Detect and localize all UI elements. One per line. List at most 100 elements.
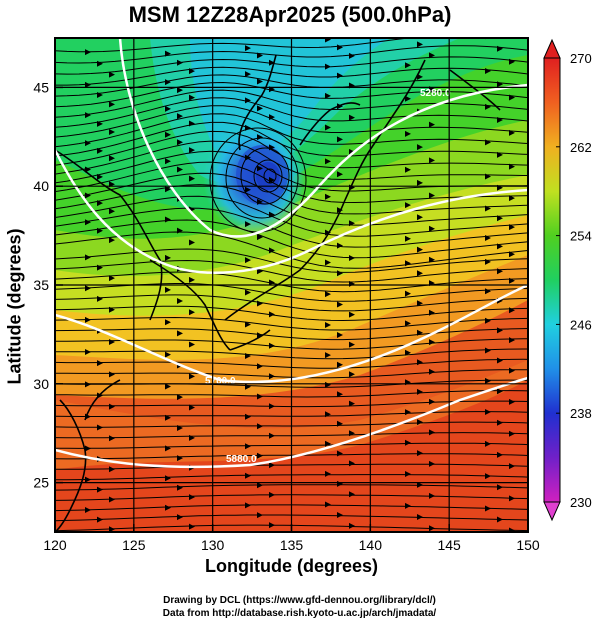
credit-data: Data from http://database.rish.kyoto-u.a… xyxy=(162,608,437,619)
streamline-arrow xyxy=(245,472,251,479)
streamline-arrow xyxy=(325,352,331,359)
streamline xyxy=(55,432,528,439)
streamline-arrow xyxy=(337,420,343,427)
streamline-arrow xyxy=(509,129,515,136)
streamline-arrow xyxy=(325,229,331,236)
streamline-arrow xyxy=(245,71,251,78)
streamline-arrow xyxy=(405,166,411,173)
streamline-arrow xyxy=(485,377,491,384)
streamline-arrow xyxy=(485,205,491,212)
streamline-arrow xyxy=(349,114,355,121)
x-tick-label: 150 xyxy=(516,537,540,553)
streamline-arrow xyxy=(485,473,491,480)
streamline-arrow xyxy=(165,105,171,112)
streamline-arrow xyxy=(189,276,195,283)
streamline xyxy=(55,113,528,148)
streamline-arrow xyxy=(337,136,343,143)
streamline-arrow xyxy=(97,200,103,207)
streamline-arrow xyxy=(257,512,263,519)
streamline xyxy=(55,66,528,86)
streamline-arrow xyxy=(417,246,423,253)
streamline-arrow xyxy=(337,72,343,79)
streamline-arrow xyxy=(189,341,195,348)
streamline xyxy=(55,411,528,417)
streamline-arrow xyxy=(245,321,251,328)
streamline-arrow xyxy=(177,298,183,305)
streamline-arrow xyxy=(509,337,515,344)
streamline-arrow xyxy=(97,360,103,367)
streamline xyxy=(55,514,528,522)
streamline-arrow xyxy=(497,516,503,523)
streamline-arrow xyxy=(429,398,435,405)
streamline-arrow xyxy=(165,351,171,358)
streamline-arrow xyxy=(497,327,503,334)
streamline-arrow xyxy=(325,440,331,447)
streamline-arrow xyxy=(85,285,91,292)
streamline-arrow xyxy=(189,239,195,246)
streamline-arrow xyxy=(269,462,275,469)
streamline-arrow xyxy=(417,450,423,457)
streamline-arrow xyxy=(177,394,183,401)
y-tick-label: 25 xyxy=(33,475,49,491)
streamline-arrow xyxy=(177,166,183,173)
streamline xyxy=(55,89,528,118)
streamline-arrow xyxy=(429,429,435,436)
streamline-arrow xyxy=(349,400,355,407)
streamline-arrow xyxy=(429,192,435,199)
streamline-arrow xyxy=(405,31,411,37)
streamline-arrow xyxy=(429,525,435,532)
streamline-arrow xyxy=(85,192,91,199)
x-axis-label: Longitude (degrees) xyxy=(204,556,378,576)
streamline-arrow xyxy=(485,409,491,416)
streamline-arrow xyxy=(257,52,263,59)
streamline-arrow xyxy=(177,113,183,120)
streamline xyxy=(55,195,528,237)
streamline-arrow xyxy=(509,307,515,314)
streamline-arrow xyxy=(269,342,275,349)
streamline-arrow xyxy=(257,300,263,307)
streamline-arrow xyxy=(165,158,171,165)
streamline-arrow xyxy=(109,306,115,313)
x-axis: 120 125 130 135 140 145 150 xyxy=(43,524,540,553)
streamline-arrow xyxy=(509,430,515,437)
streamline-arrow xyxy=(325,38,331,43)
streamline-arrow xyxy=(165,475,171,482)
streamline-arrow xyxy=(177,87,183,94)
streamline-arrow xyxy=(189,434,195,441)
streamline-arrow xyxy=(245,413,251,420)
colorbar-tick-label: 246 xyxy=(570,317,592,332)
streamline xyxy=(55,504,528,512)
streamline-arrow xyxy=(337,270,343,277)
streamline-arrow xyxy=(497,357,503,364)
streamline-arrow xyxy=(417,214,423,221)
streamline-arrow xyxy=(177,330,183,337)
streamline-arrow xyxy=(85,49,91,56)
streamline xyxy=(55,358,528,369)
streamline-arrow xyxy=(405,409,411,416)
streamline-arrow xyxy=(109,496,115,503)
streamline-arrow xyxy=(269,114,275,121)
streamline-arrow xyxy=(417,419,423,426)
streamline-arrow xyxy=(85,476,91,483)
streamline xyxy=(55,56,528,75)
streamline-arrow xyxy=(269,311,275,318)
streamline-arrow xyxy=(349,460,355,467)
streamline-arrow xyxy=(429,492,435,499)
streamline-arrow xyxy=(337,171,343,178)
streamline-arrow xyxy=(485,440,491,447)
streamline-arrow xyxy=(109,155,115,162)
streamline-arrow xyxy=(165,445,171,452)
streamline-arrow xyxy=(485,173,491,180)
streamline-arrow xyxy=(497,268,503,275)
contour-label: 5880.0 xyxy=(226,454,257,465)
streamline-arrow xyxy=(269,403,275,410)
streamline-arrow xyxy=(269,59,275,66)
streamline-arrow xyxy=(405,470,411,477)
contour-label: 5700.0 xyxy=(205,376,236,387)
streamline-arrow xyxy=(429,52,435,59)
streamline-arrow xyxy=(257,134,263,141)
colorbar-min-arrow xyxy=(543,501,561,522)
streamline-arrow xyxy=(337,391,343,398)
streamline-arrow xyxy=(485,288,491,295)
streamline-arrow xyxy=(509,195,515,202)
